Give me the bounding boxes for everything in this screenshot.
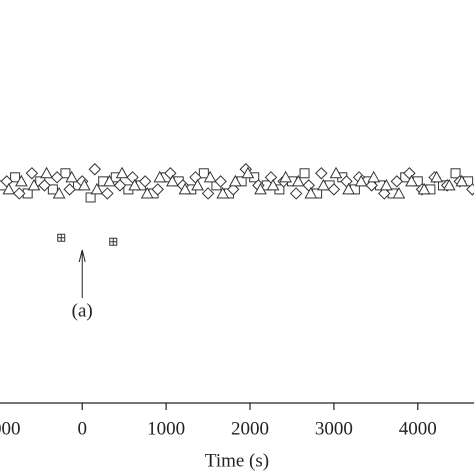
- triangle-marker: [354, 174, 368, 187]
- x-tick-label: -1000: [0, 418, 20, 439]
- square-marker: [47, 184, 58, 195]
- triangle-marker: [442, 178, 456, 191]
- square-marker: [198, 168, 209, 179]
- diamond-marker: [101, 187, 114, 200]
- triangle-marker: [203, 170, 217, 183]
- annotation-arrow: [78, 249, 86, 298]
- diamond-marker: [466, 183, 474, 196]
- triangle-marker: [405, 174, 418, 187]
- diamond-marker: [38, 179, 51, 192]
- square-marker: [60, 168, 71, 179]
- triangle-marker: [266, 178, 280, 191]
- triangle-marker: [342, 182, 355, 195]
- triangle-marker: [90, 182, 104, 195]
- triangle-marker: [52, 186, 66, 199]
- diamond-marker: [390, 175, 404, 188]
- triangle-marker: [65, 170, 79, 183]
- triangle-marker: [379, 178, 393, 191]
- x-axis-label: Time (s): [205, 450, 269, 471]
- triangle-marker: [27, 178, 41, 191]
- diamond-marker: [25, 167, 39, 180]
- triangle-marker: [191, 178, 204, 191]
- triangle-marker: [140, 186, 154, 199]
- triangle-marker: [115, 166, 129, 179]
- triangle-marker: [317, 178, 330, 191]
- diamond-marker: [378, 187, 391, 200]
- diamond-marker: [365, 179, 378, 192]
- diamond-marker: [88, 163, 102, 176]
- triangle-marker: [304, 186, 318, 199]
- square-marker: [450, 168, 461, 179]
- triangle-marker: [455, 174, 469, 187]
- diamond-marker: [214, 175, 227, 188]
- square-marker: [10, 172, 21, 183]
- triangle-marker: [77, 178, 91, 191]
- diamond-marker: [315, 167, 328, 180]
- diamond-marker: [113, 179, 127, 192]
- x-tick-label: 4000: [399, 418, 437, 439]
- triangle-marker: [15, 174, 28, 187]
- triangle-marker: [228, 174, 242, 187]
- triangle-marker: [2, 182, 16, 195]
- diamond-marker: [50, 171, 64, 184]
- triangle-marker: [103, 174, 116, 187]
- diamond-marker: [327, 183, 341, 196]
- triangle-marker: [254, 182, 267, 195]
- x-tick-label: 3000: [315, 418, 353, 439]
- x-tick-label: 1000: [147, 418, 185, 439]
- diamond-marker: [63, 183, 76, 196]
- diamond-marker: [151, 183, 164, 196]
- triangle-marker: [241, 166, 255, 179]
- triangle-marker: [128, 178, 141, 191]
- diamond-marker: [138, 175, 152, 188]
- triangle-marker: [392, 186, 406, 199]
- triangle-marker: [40, 166, 53, 179]
- diamond-marker: [289, 187, 303, 200]
- diamond-marker: [201, 187, 215, 200]
- diamond-marker: [227, 183, 240, 196]
- triangle-marker: [291, 174, 305, 187]
- triangle-marker: [367, 170, 381, 183]
- square-marker: [299, 168, 310, 179]
- triangle-marker: [178, 182, 192, 195]
- x-tick-label: 0: [77, 418, 87, 439]
- diamond-marker: [13, 187, 26, 200]
- triangle-marker: [430, 170, 444, 183]
- annotation: (a): [72, 300, 93, 321]
- square-marker: [85, 192, 96, 203]
- triangle-marker: [166, 174, 179, 187]
- triangle-marker: [153, 170, 167, 183]
- crossed-square-marker: [109, 237, 118, 246]
- crossed-square-marker: [57, 233, 66, 242]
- triangle-marker: [279, 170, 293, 183]
- triangle-marker: [329, 166, 343, 179]
- triangle-marker: [417, 182, 431, 195]
- x-tick-label: 2000: [231, 418, 269, 439]
- triangle-marker: [216, 186, 230, 199]
